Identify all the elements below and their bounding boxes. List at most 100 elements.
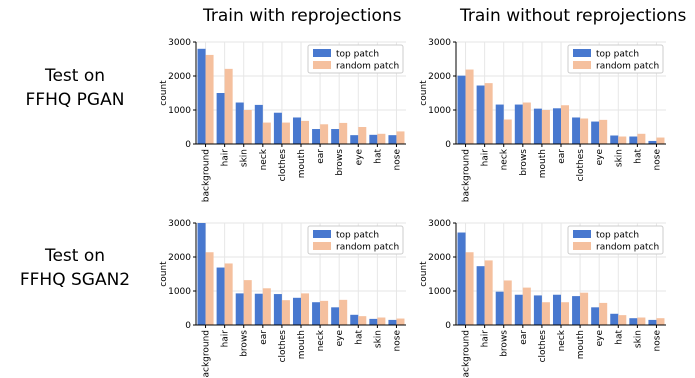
row-label-pgan: Test on FFHQ PGAN <box>0 64 150 112</box>
sgan2-without-bar-random-ear <box>522 287 531 325</box>
sgan2-with-ytick-label-2: 2000 <box>168 253 191 263</box>
sgan2-with-xtick-label-background: background <box>202 330 212 378</box>
sgan2-with-ytick-label-1: 1000 <box>168 287 191 297</box>
sgan2-with-bar-random-brows <box>243 280 252 325</box>
sgan2-with-legend-label-random: random patch <box>336 243 399 253</box>
pgan-without-ytick-label-3: 3000 <box>428 38 451 48</box>
pgan-without-bar-random-background <box>465 69 474 144</box>
pgan-with-xtick-label-eye: eye <box>354 149 364 166</box>
pgan-without-bar-random-skin <box>618 136 627 144</box>
pgan-with-xtick-label-skin: skin <box>240 149 250 167</box>
pgan-without-xtick-label-mouth: mouth <box>538 149 548 178</box>
chart-sgan2-without-reprojections: 0 1000 2000 3000 count background hair brows ear… <box>419 219 666 378</box>
sgan2-without-bar-random-brows <box>503 280 512 325</box>
pgan-with-bar-random-skin <box>243 110 252 144</box>
pgan-with-bar-random-mouth <box>301 120 310 144</box>
pgan-without-bar-random-clothes <box>580 118 589 144</box>
chart-pgan-without-reprojections: 0 1000 2000 3000 count background hair neck brow… <box>419 38 666 202</box>
pgan-with-bar-random-hat <box>377 133 386 144</box>
pgan-with-ylabel: count <box>159 80 169 106</box>
sgan2-with-legend-box <box>307 225 404 255</box>
sgan2-without-bar-top-skin <box>629 318 638 325</box>
pgan-without-bar-top-skin <box>610 135 619 144</box>
pgan-with-bar-top-mouth <box>292 117 301 144</box>
sgan2-with-bar-random-neck <box>320 300 329 325</box>
pgan-with-ytick-label-1: 1000 <box>168 106 191 116</box>
pgan-with-bar-top-skin <box>235 102 244 144</box>
chart-sgan2-with-reprojections: 0 1000 2000 3000 count background hair brows ear… <box>159 219 406 378</box>
pgan-without-bar-random-eye <box>599 119 608 144</box>
sgan2-with-legend-swatch-random <box>313 242 331 250</box>
sgan2-without-bar-random-nose <box>656 318 665 325</box>
sgan2-without-ytick-label-1: 1000 <box>428 287 451 297</box>
sgan2-with-bar-top-mouth <box>292 297 301 325</box>
sgan2-without-bar-top-clothes <box>533 295 542 325</box>
sgan2-without-bar-top-brows <box>495 291 504 325</box>
sgan2-with-bar-random-mouth <box>301 293 310 325</box>
sgan2-without-bar-top-hair <box>476 266 485 325</box>
sgan2-without-xtick-label-hat: hat <box>614 330 624 345</box>
pgan-without-xtick-label-hat: hat <box>633 149 643 164</box>
pgan-with-bar-top-hair <box>216 93 225 144</box>
pgan-without-bar-top-hat <box>629 136 638 144</box>
sgan2-without-legend-swatch-random <box>573 242 591 250</box>
sgan2-without-bar-random-skin <box>637 317 646 325</box>
pgan-with-bar-top-background <box>197 48 206 144</box>
sgan2-with-bar-top-brows <box>235 293 244 325</box>
sgan2-with-xtick-label-mouth: mouth <box>297 330 307 359</box>
sgan2-without-xtick-label-eye: eye <box>595 330 605 347</box>
sgan2-without-ytick-label-3: 3000 <box>428 219 451 229</box>
pgan-with-xtick-label-nose: nose <box>392 149 402 171</box>
pgan-without-bar-top-brows <box>514 104 523 144</box>
row-label-sgan2: Test on FFHQ SGAN2 <box>0 244 150 292</box>
row-label-pgan-line1: Test on <box>44 66 106 86</box>
sgan2-with-xtick-label-neck: neck <box>316 329 326 351</box>
pgan-with-ytick-label-2: 2000 <box>168 72 191 82</box>
pgan-with-bar-top-clothes <box>273 112 282 144</box>
pgan-without-bar-top-neck <box>495 104 504 144</box>
pgan-with-bar-random-brows <box>339 122 348 144</box>
sgan2-without-xtick-label-nose: nose <box>652 330 662 352</box>
sgan2-with-bar-top-clothes <box>273 294 282 325</box>
sgan2-with-xtick-label-brows: brows <box>240 330 250 357</box>
sgan2-with-xtick-label-hair: hair <box>221 330 231 348</box>
sgan2-without-bar-random-eye <box>599 302 608 325</box>
pgan-with-legend-label-top: top patch <box>336 50 379 60</box>
sgan2-without-bar-random-background <box>465 252 474 325</box>
pgan-without-bar-top-background <box>457 75 466 144</box>
sgan2-without-xtick-label-mouth: mouth <box>576 330 586 359</box>
pgan-with-bar-random-nose <box>396 131 405 144</box>
sgan2-without-xtick-label-skin: skin <box>633 330 643 348</box>
sgan2-without-legend-box <box>567 225 664 255</box>
sgan2-without-bar-random-hair <box>484 260 493 325</box>
pgan-without-bar-top-clothes <box>572 117 581 144</box>
pgan-without-bar-random-brows <box>522 102 531 144</box>
column-title-without-reprojections: Train without reprojections <box>460 6 687 26</box>
row-label-pgan-line2: FFHQ PGAN <box>25 90 125 110</box>
column-title-with-reprojections: Train with reprojections <box>203 6 402 26</box>
sgan2-with-xtick-label-clothes: clothes <box>278 330 288 363</box>
sgan2-with-bar-top-neck <box>312 302 321 325</box>
pgan-with-ytick-label-3: 3000 <box>168 38 191 48</box>
pgan-without-xtick-label-clothes: clothes <box>576 149 586 182</box>
sgan2-with-bar-random-background <box>205 252 214 325</box>
sgan2-without-xtick-label-ear: ear <box>519 330 529 345</box>
sgan2-with-bar-top-background <box>197 223 206 325</box>
sgan2-with-xtick-label-ear: ear <box>259 330 269 345</box>
pgan-with-bar-random-clothes <box>281 122 290 144</box>
sgan2-with-bar-top-eye <box>331 307 340 325</box>
sgan2-with-bar-top-hair <box>216 267 225 325</box>
sgan2-with-xtick-label-nose: nose <box>392 330 402 352</box>
sgan2-without-bar-top-hat <box>610 313 619 325</box>
sgan2-without-bar-random-hat <box>618 315 627 325</box>
pgan-with-bar-random-hair <box>224 68 233 144</box>
pgan-without-ytick-label-0: 0 <box>445 140 451 150</box>
pgan-with-bar-top-ear <box>312 129 321 144</box>
row-label-sgan2-line1: Test on <box>44 246 106 266</box>
sgan2-with-ytick-label-3: 3000 <box>168 219 191 229</box>
pgan-without-bar-top-eye <box>591 121 600 144</box>
pgan-without-bar-random-ear <box>561 105 570 144</box>
pgan-with-bar-random-neck <box>262 122 271 144</box>
sgan2-with-xtick-label-skin: skin <box>373 330 383 348</box>
pgan-without-bar-random-hat <box>637 133 646 144</box>
